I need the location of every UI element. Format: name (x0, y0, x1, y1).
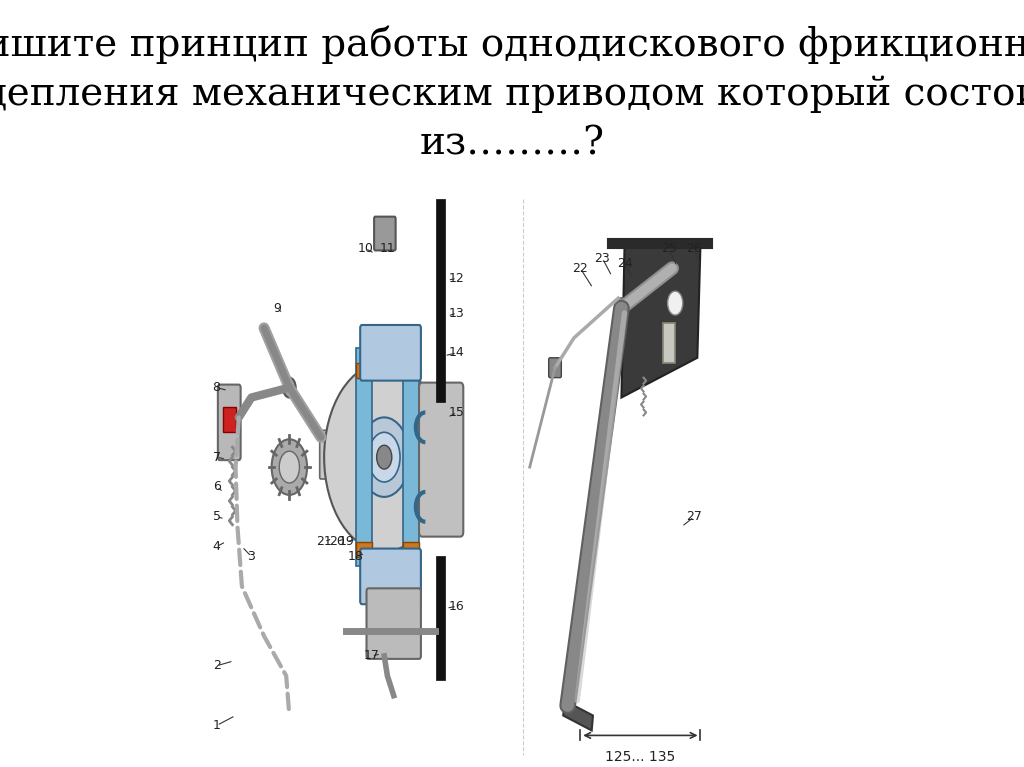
Text: сцепления механическим приводом который состоит: сцепления механическим приводом который … (0, 76, 1024, 114)
Text: 11: 11 (380, 242, 395, 255)
Text: 1: 1 (213, 719, 220, 732)
Text: 7: 7 (213, 451, 220, 463)
Text: 125... 135: 125... 135 (605, 750, 676, 764)
Circle shape (271, 439, 307, 495)
Bar (403, 542, 419, 557)
FancyBboxPatch shape (360, 548, 421, 604)
Text: 18: 18 (348, 550, 364, 563)
Bar (355, 363, 372, 377)
Text: 27: 27 (686, 510, 702, 523)
Polygon shape (622, 243, 700, 397)
FancyBboxPatch shape (319, 430, 449, 479)
Text: 24: 24 (616, 257, 633, 270)
Circle shape (283, 377, 296, 397)
Text: 25: 25 (660, 242, 677, 255)
Text: 22: 22 (572, 262, 588, 275)
Text: 15: 15 (450, 406, 465, 419)
Bar (355, 347, 372, 567)
Bar (223, 407, 236, 433)
Circle shape (668, 291, 683, 315)
FancyBboxPatch shape (419, 383, 463, 537)
Text: 2: 2 (213, 660, 220, 673)
Text: 16: 16 (450, 600, 465, 613)
FancyBboxPatch shape (218, 384, 241, 460)
FancyBboxPatch shape (367, 588, 421, 659)
Text: 9: 9 (272, 301, 281, 314)
Circle shape (377, 445, 392, 469)
Text: 19: 19 (338, 535, 354, 548)
Text: 20: 20 (329, 535, 345, 548)
Text: Опишите принцип работы однодискового фрикционного: Опишите принцип работы однодискового фри… (0, 25, 1024, 64)
Text: 6: 6 (213, 480, 220, 493)
FancyBboxPatch shape (360, 325, 421, 380)
Circle shape (369, 433, 400, 482)
Text: 8: 8 (213, 381, 220, 394)
Text: 17: 17 (364, 650, 380, 663)
Text: 14: 14 (450, 346, 465, 359)
Text: 26: 26 (686, 242, 702, 255)
Circle shape (615, 298, 628, 318)
Circle shape (359, 417, 410, 497)
Text: из………?: из………? (420, 126, 604, 163)
FancyBboxPatch shape (549, 357, 561, 377)
FancyBboxPatch shape (374, 216, 395, 251)
Text: 3: 3 (248, 550, 255, 563)
Text: 5: 5 (213, 510, 220, 523)
Bar (355, 542, 372, 557)
Bar (663, 323, 675, 363)
Text: 10: 10 (357, 242, 373, 255)
Circle shape (325, 363, 444, 551)
Bar (403, 363, 419, 377)
Text: 4: 4 (213, 540, 220, 553)
Polygon shape (563, 700, 593, 730)
Text: 13: 13 (450, 307, 465, 320)
Text: 12: 12 (450, 272, 465, 285)
Circle shape (280, 451, 299, 483)
Text: 23: 23 (595, 252, 610, 265)
Bar (403, 347, 419, 567)
Text: 21: 21 (316, 535, 332, 548)
